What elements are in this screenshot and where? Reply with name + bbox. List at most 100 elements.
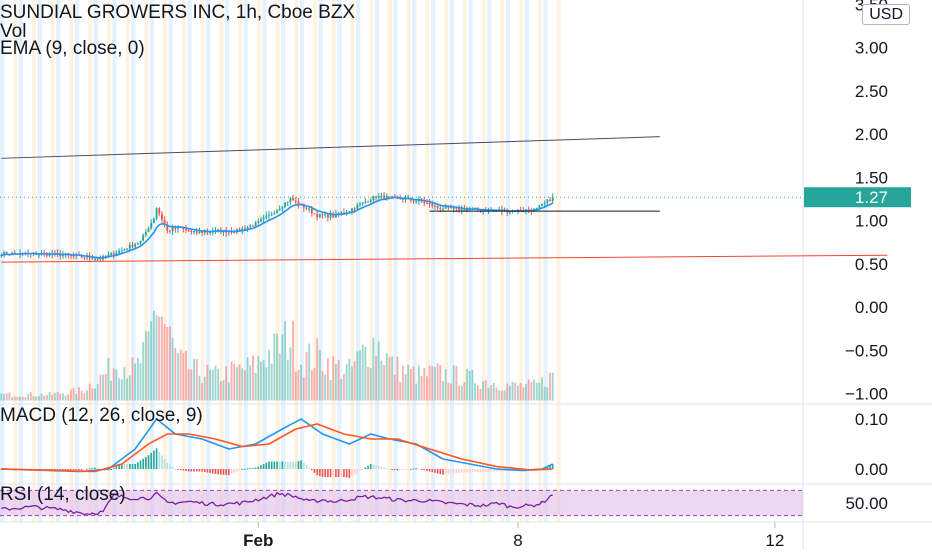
macd-histogram-bar — [458, 469, 460, 473]
volume-bar — [35, 396, 38, 401]
volume-bar — [96, 383, 99, 401]
volume-bar — [482, 381, 485, 401]
macd-histogram-bar — [426, 469, 428, 471]
volume-bar — [161, 316, 163, 401]
candle-body — [326, 214, 329, 218]
session-pre-band — [337, 0, 342, 522]
candle-body — [166, 225, 169, 231]
macd-histogram-bar — [316, 469, 318, 476]
volume-bar — [533, 379, 535, 401]
macd-histogram-bar — [179, 469, 182, 470]
volume-bar — [59, 393, 62, 401]
volume-bar — [86, 390, 88, 401]
macd-histogram-bar — [201, 469, 203, 472]
session-post-band — [369, 0, 374, 522]
volume-bar — [498, 390, 501, 401]
macd-histogram-bar — [110, 469, 112, 470]
candle-body — [281, 206, 284, 209]
volume-bar — [126, 378, 129, 401]
volume-bar — [110, 380, 113, 401]
volume-bar — [388, 357, 391, 401]
volume-bar — [428, 365, 431, 401]
candle-body — [276, 210, 278, 214]
macd-histogram-bar — [137, 462, 139, 469]
volume-bar — [37, 396, 40, 401]
volume-bar — [123, 367, 126, 401]
candle-body — [313, 213, 316, 215]
volume-bar — [24, 397, 27, 401]
macd-histogram-bar — [549, 465, 551, 469]
candle-body — [278, 208, 281, 211]
volume-bar — [99, 374, 102, 401]
volume-bar — [369, 368, 372, 401]
currency-button[interactable]: USD — [862, 4, 910, 25]
macd-histogram-bar — [54, 469, 56, 470]
candle-body — [96, 258, 99, 260]
candle-body — [436, 205, 439, 208]
price-tick-label: −1.00 — [845, 385, 888, 404]
macd-histogram-bar — [252, 468, 254, 469]
macd-histogram-bar — [391, 469, 393, 470]
macd-histogram-bar — [193, 469, 195, 472]
candle-body — [425, 203, 428, 205]
candle-body — [286, 202, 289, 204]
volume-bar — [391, 356, 394, 401]
candle-body — [508, 211, 511, 213]
candle-body — [450, 206, 452, 209]
candle-body — [69, 254, 72, 256]
candle-body — [538, 205, 541, 209]
macd-histogram-bar — [246, 468, 249, 470]
candle-body — [434, 205, 436, 207]
volume-bar — [268, 349, 270, 401]
candle-body — [412, 200, 415, 202]
volume-bar — [13, 396, 16, 401]
macd-histogram-bar — [444, 469, 447, 475]
volume-bar — [490, 385, 493, 401]
candle-body — [273, 213, 276, 215]
volume-bar — [185, 350, 187, 401]
candle-body — [442, 208, 444, 210]
macd-histogram-bar — [126, 464, 128, 469]
candle-body — [209, 231, 212, 233]
volume-bar — [193, 358, 195, 401]
volume-bar — [436, 363, 439, 401]
macd-histogram-bar — [498, 469, 501, 472]
candle-body — [543, 202, 546, 204]
volume-bar — [321, 371, 324, 401]
candle-body — [415, 201, 418, 203]
volume-bar — [67, 394, 70, 401]
volume-bar — [503, 390, 506, 401]
macd-histogram-bar — [372, 464, 375, 469]
session-post-band — [32, 0, 36, 522]
candle-body — [260, 219, 262, 221]
volume-bar — [128, 375, 131, 401]
macd-histogram-bar — [487, 469, 490, 472]
volume-bar — [487, 387, 490, 401]
macd-histogram-bar — [96, 468, 99, 470]
macd-histogram-bar — [187, 469, 190, 472]
volume-bar — [27, 394, 30, 401]
macd-histogram-bar — [292, 461, 294, 469]
macd-histogram-bar — [383, 467, 385, 469]
volume-bar — [40, 393, 43, 401]
volume-bar — [217, 368, 220, 401]
macd-histogram-bar — [174, 469, 177, 470]
session-pre-band — [224, 0, 230, 522]
candle-body — [270, 214, 273, 216]
support-trendline — [1, 254, 888, 263]
candle-body — [332, 214, 335, 218]
candle-body — [233, 232, 236, 234]
macd-histogram-bar — [171, 466, 174, 469]
candle-body — [417, 199, 420, 202]
macd-histogram-bar — [385, 468, 388, 470]
candle-body — [61, 255, 64, 257]
candle-body — [265, 215, 268, 218]
candle-body — [466, 209, 469, 211]
volume-bar — [230, 361, 233, 401]
candle-body — [94, 258, 96, 260]
candle-body — [88, 256, 91, 259]
macd-histogram-bar — [439, 469, 442, 475]
volume-bar — [227, 382, 230, 401]
